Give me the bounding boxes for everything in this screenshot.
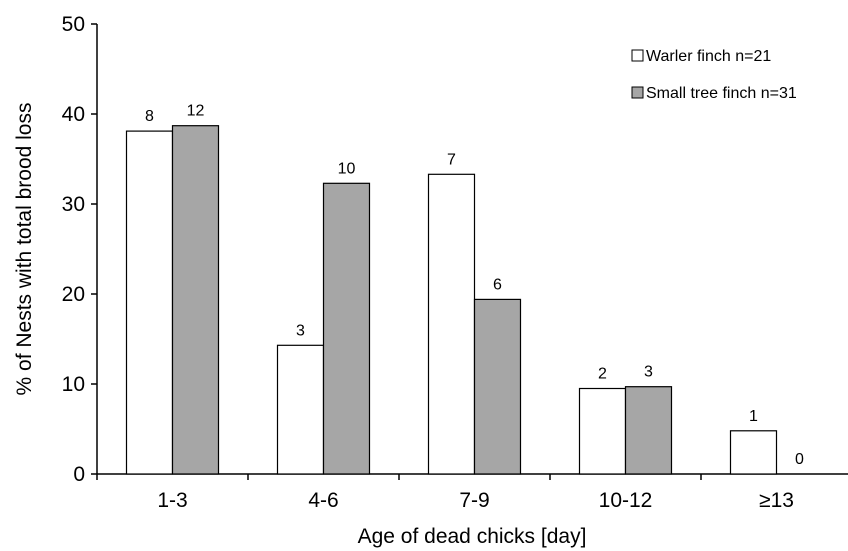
data-label: 3 (296, 322, 305, 339)
bar (473, 298, 522, 475)
bar (322, 182, 371, 475)
bar (624, 386, 673, 475)
bar (171, 125, 220, 475)
data-label: 3 (644, 364, 653, 381)
x-axis: 1-3 4-6 7-9 10-12 ≥13 (96, 473, 848, 512)
y-axis-title: % of Nests with total brood loss (13, 103, 36, 396)
y-tick-label: 30 (62, 193, 85, 216)
bar (578, 387, 627, 475)
bar (427, 173, 476, 475)
legend-label-warler-finch: Warler finch n=21 (646, 48, 771, 65)
x-tick-label: 10-12 (599, 489, 653, 512)
data-labels: 8 3 7 2 1 12 10 6 3 0 (145, 103, 804, 468)
legend-swatch-small-tree-finch (631, 86, 644, 99)
x-tick-label: ≥13 (759, 489, 794, 512)
data-label: 7 (447, 151, 456, 168)
data-label: 10 (338, 160, 356, 177)
x-tick-label: 4-6 (308, 489, 338, 512)
bar (125, 130, 174, 475)
data-label: 0 (795, 451, 804, 468)
x-axis-title: Age of dead chicks [day] (358, 525, 587, 548)
y-tick-label: 20 (62, 283, 85, 306)
legend-label-small-tree-finch: Small tree finch n=31 (646, 85, 797, 102)
bar (729, 430, 778, 475)
legend: Warler finch n=21 Small tree finch n=31 (631, 48, 797, 102)
data-label: 1 (749, 408, 758, 425)
bars (125, 125, 778, 475)
y-tick-label: 10 (62, 373, 85, 396)
x-tick-label: 7-9 (459, 489, 489, 512)
y-tick-label: 0 (73, 463, 85, 486)
data-label: 2 (598, 366, 607, 383)
data-label: 12 (187, 103, 205, 120)
bar (276, 344, 325, 475)
x-tick-label: 1-3 (157, 489, 187, 512)
data-label: 8 (145, 108, 154, 125)
y-tick-label: 40 (62, 103, 85, 126)
y-tick-label: 50 (62, 13, 85, 36)
y-axis: 0 10 20 30 40 50 (62, 13, 98, 486)
data-label: 6 (493, 276, 502, 293)
legend-swatch-warler-finch (631, 49, 644, 62)
